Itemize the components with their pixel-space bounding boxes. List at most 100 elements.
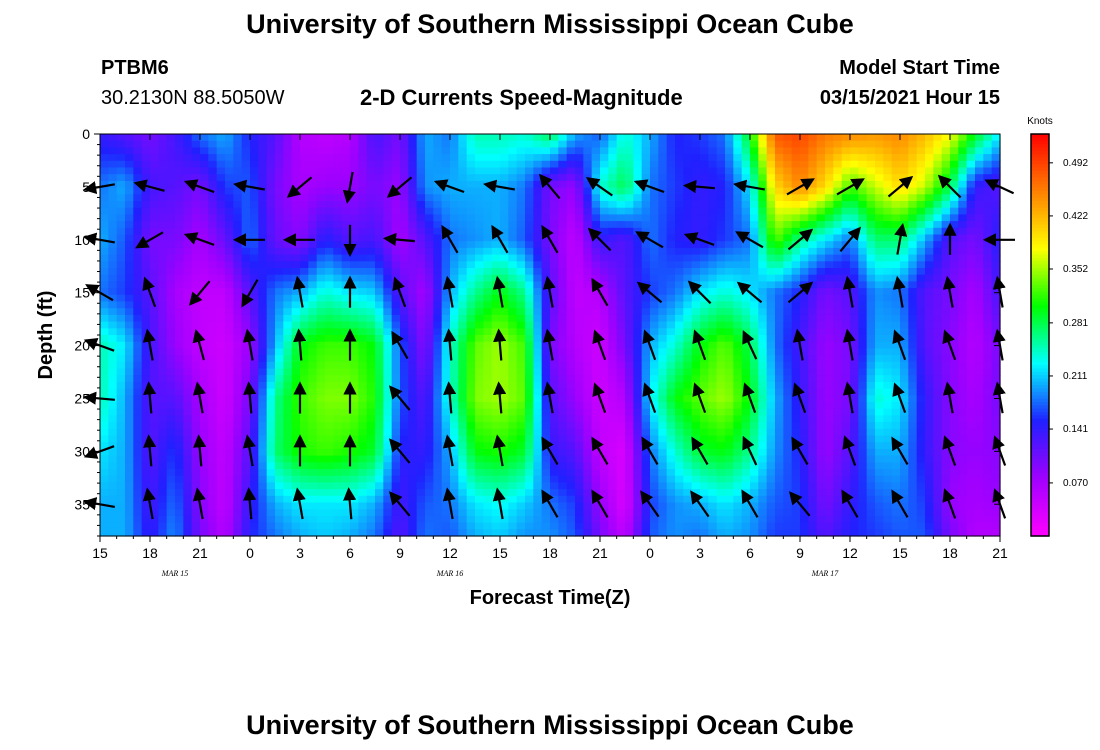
heatmap-cell (350, 522, 359, 530)
heatmap-cell (416, 268, 426, 276)
heatmap-cell (266, 489, 276, 497)
heatmap-cell (366, 375, 376, 383)
heatmap-cell (350, 160, 359, 169)
heatmap-cell (516, 201, 526, 209)
heatmap-cell (450, 281, 459, 289)
heatmap-cell (175, 482, 184, 490)
heatmap-cell (316, 214, 326, 222)
heatmap-cell (141, 368, 151, 376)
heatmap-cell (575, 314, 584, 323)
heatmap-cell (350, 214, 359, 222)
heatmap-cell (325, 154, 334, 162)
heatmap-cell (225, 509, 234, 517)
heatmap-cell (750, 167, 759, 175)
heatmap-cell (608, 482, 618, 490)
heatmap-cell (616, 422, 626, 430)
heatmap-cell (150, 254, 159, 262)
heatmap-cell (683, 355, 693, 363)
heatmap-cell (450, 268, 459, 276)
heatmap-cell (141, 361, 151, 370)
heatmap-cell (475, 140, 484, 148)
heatmap-cell (483, 234, 493, 242)
heatmap-cell (758, 529, 768, 537)
heatmap-cell (466, 274, 476, 282)
heatmap-cell (200, 495, 209, 504)
heatmap-cell (616, 502, 626, 510)
heatmap-cell (258, 301, 268, 309)
heatmap-cell (333, 254, 343, 262)
heatmap-cell (258, 448, 268, 457)
heatmap-cell (558, 207, 568, 215)
heatmap-cell (766, 268, 776, 276)
heatmap-cell (166, 522, 176, 530)
heatmap-cell (566, 314, 576, 323)
heatmap-cell (541, 328, 551, 336)
heatmap-cell (375, 247, 384, 256)
heatmap-cell (166, 509, 176, 517)
heatmap-cell (725, 502, 734, 510)
heatmap-cell (116, 355, 126, 363)
heatmap-cell (733, 335, 743, 343)
heatmap-cell (516, 348, 526, 356)
heatmap-cell (483, 321, 493, 329)
heatmap-cell (675, 194, 684, 202)
heatmap-cell (758, 180, 768, 189)
heatmap-cell (491, 402, 501, 410)
heatmap-cell (358, 174, 368, 182)
heatmap-cell (141, 187, 151, 195)
heatmap-cell (516, 455, 526, 463)
heatmap-cell (466, 442, 476, 450)
heatmap-cell (466, 288, 476, 296)
heatmap-cell (125, 509, 134, 517)
heatmap-cell (283, 375, 293, 383)
heatmap-cell (633, 207, 643, 215)
heatmap-cell (758, 328, 768, 336)
heatmap-cell (741, 294, 751, 303)
heatmap-cell (366, 348, 376, 356)
heatmap-cell (416, 442, 426, 450)
heatmap-cell (516, 167, 526, 175)
heatmap-cell (566, 509, 576, 517)
heatmap-cell (158, 147, 168, 155)
heatmap-cell (383, 154, 393, 162)
heatmap-cell (166, 402, 176, 410)
heatmap-cell (566, 180, 576, 189)
heatmap-cell (658, 301, 668, 309)
heatmap-cell (541, 482, 551, 490)
heatmap-cell (483, 288, 493, 296)
heatmap-cell (375, 134, 384, 142)
heatmap-cell (575, 167, 584, 175)
heatmap-cell (150, 180, 159, 189)
heatmap-cell (591, 455, 601, 463)
heatmap-cell (716, 261, 726, 269)
heatmap-cell (583, 368, 593, 376)
heatmap-cell (466, 422, 476, 430)
heatmap-cell (666, 174, 676, 182)
heatmap-cell (675, 288, 684, 296)
heatmap-cell (441, 147, 451, 155)
heatmap-cell (766, 247, 776, 256)
heatmap-cell (625, 294, 634, 303)
heatmap-cell (550, 207, 559, 215)
heatmap-cell (133, 194, 143, 202)
heatmap-cell (350, 301, 359, 309)
heatmap-cell (275, 288, 284, 296)
heatmap-cell (300, 482, 309, 490)
heatmap-cell (283, 408, 293, 416)
heatmap-cell (375, 502, 384, 510)
heatmap-cell (125, 261, 134, 269)
heatmap-cell (175, 428, 184, 437)
heatmap-cell (383, 388, 393, 396)
heatmap-cell (375, 435, 384, 443)
heatmap-cell (425, 194, 434, 202)
heatmap-cell (183, 321, 193, 329)
heatmap-cell (475, 355, 484, 363)
heatmap-cell (166, 254, 176, 262)
heatmap-cell (233, 294, 243, 303)
heatmap-cell (433, 281, 443, 289)
heatmap-cell (650, 522, 659, 530)
heatmap-cell (175, 147, 184, 155)
heatmap-cell (558, 422, 568, 430)
heatmap-cell (208, 335, 218, 343)
heatmap-cell (533, 455, 543, 463)
